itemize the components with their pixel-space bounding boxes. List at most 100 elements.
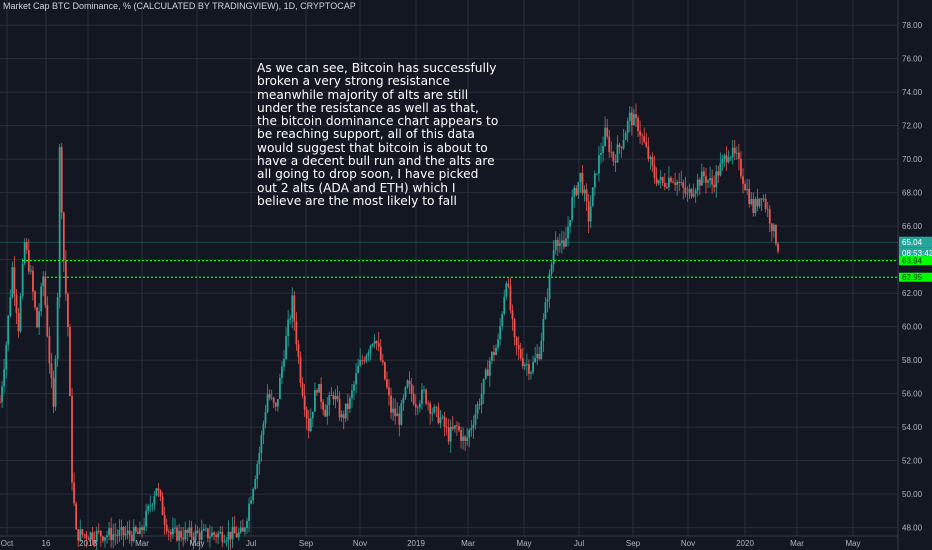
candle — [60, 142, 63, 220]
candle — [252, 487, 255, 505]
candle — [227, 520, 230, 550]
candle — [437, 402, 440, 425]
candle — [369, 344, 372, 361]
time-axis[interactable]: Oct 16 2018 Mar May Jul Sep Nov 2019 Mar May Jul Sep… — [1, 539, 861, 548]
candle — [530, 370, 532, 380]
candle — [270, 389, 273, 401]
candle — [495, 344, 497, 356]
x-tick-label: Mar — [135, 539, 149, 548]
candle — [198, 528, 201, 550]
candle — [250, 496, 253, 505]
candle — [400, 399, 403, 426]
candle — [703, 167, 705, 183]
candle — [211, 526, 213, 538]
candle — [118, 519, 121, 542]
candle — [746, 178, 749, 196]
candle — [575, 185, 578, 197]
candle — [254, 475, 257, 491]
level-price-tag: 63.94 — [899, 256, 932, 266]
candle — [40, 282, 43, 317]
candle — [670, 175, 672, 184]
candle — [202, 523, 205, 532]
candle — [21, 258, 24, 299]
candle — [731, 139, 734, 165]
candle — [81, 528, 84, 538]
candle — [149, 495, 152, 513]
candle — [525, 353, 528, 376]
candle — [497, 333, 499, 351]
x-tick-label: Sep — [299, 539, 314, 548]
candle — [50, 352, 53, 389]
candle — [316, 388, 318, 396]
candle — [42, 271, 45, 297]
candle — [3, 358, 6, 394]
candle — [684, 176, 687, 198]
candle — [484, 367, 487, 381]
candle — [112, 523, 115, 548]
candle — [102, 535, 104, 543]
candle — [29, 265, 32, 275]
candle — [466, 428, 469, 446]
candle — [188, 520, 191, 537]
candle — [97, 523, 100, 535]
candle — [272, 396, 275, 409]
x-tick-label: Oct — [1, 539, 14, 548]
candle — [421, 383, 423, 410]
candle — [171, 517, 174, 539]
candle — [690, 187, 693, 199]
candle — [48, 327, 51, 374]
candle — [71, 387, 73, 491]
candle — [108, 522, 110, 541]
candle — [334, 389, 337, 409]
candle — [192, 532, 195, 550]
x-tick-label: May — [189, 539, 204, 548]
candle — [62, 211, 65, 273]
candle — [458, 422, 460, 433]
candle — [604, 116, 607, 148]
candle — [643, 127, 646, 144]
candle — [571, 189, 574, 223]
candle — [655, 167, 658, 187]
x-tick-label: Mar — [461, 539, 475, 548]
candle — [546, 288, 549, 313]
candle — [538, 346, 541, 361]
candle — [585, 183, 588, 212]
candle — [593, 170, 596, 197]
candle — [338, 391, 341, 421]
candle — [777, 241, 779, 254]
candle — [534, 346, 537, 364]
candle — [447, 418, 450, 445]
candle — [301, 376, 304, 399]
y-tick-label: 50.00 — [902, 490, 923, 499]
candle — [470, 419, 473, 437]
svg-text:63.94: 63.94 — [902, 257, 923, 266]
candle — [322, 398, 325, 416]
candle — [139, 521, 141, 535]
candle — [225, 536, 228, 547]
candle — [36, 306, 38, 328]
candle — [297, 340, 300, 365]
candle — [552, 239, 555, 272]
candle — [122, 526, 125, 547]
candle — [289, 314, 292, 325]
candle — [276, 398, 279, 412]
candle — [314, 382, 316, 412]
x-tick-label: Nov — [681, 539, 695, 548]
candle — [383, 361, 386, 381]
candle — [377, 332, 380, 352]
candle — [624, 130, 627, 141]
candle — [373, 334, 376, 348]
annotation-line: broken a very strong resistance — [257, 74, 450, 89]
x-tick-label: Sep — [626, 539, 641, 548]
candle — [427, 400, 430, 411]
candle — [628, 106, 631, 133]
candle — [309, 408, 312, 433]
candle — [79, 519, 82, 543]
candle — [159, 489, 162, 502]
candle — [735, 146, 738, 160]
candle — [443, 411, 446, 437]
annotation-line: all going to drop soon, I have picked — [257, 167, 479, 182]
candle — [682, 179, 685, 200]
